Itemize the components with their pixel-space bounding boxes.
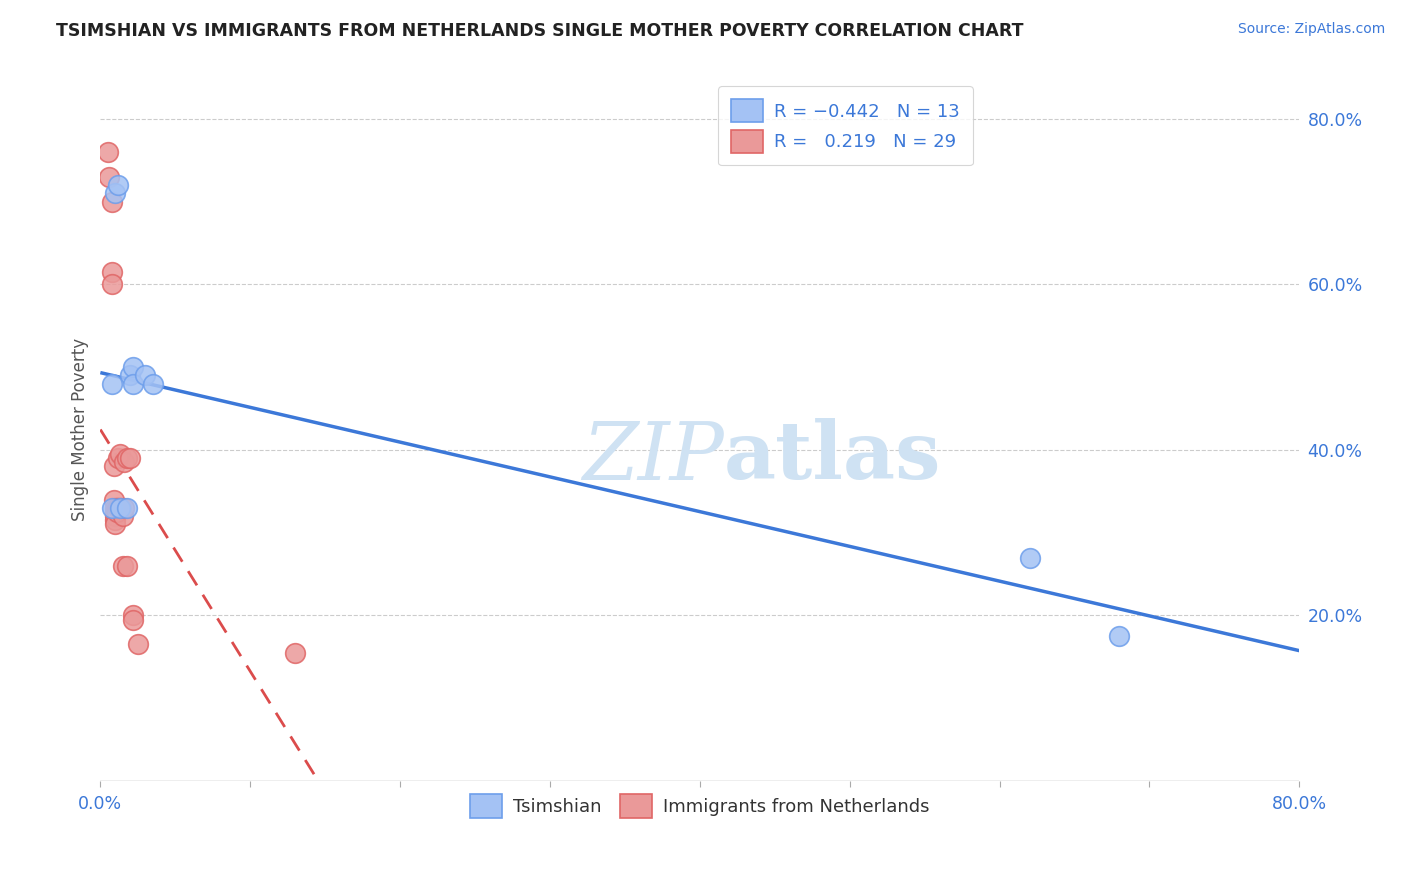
Point bbox=[98, 169, 121, 184]
Point bbox=[284, 646, 307, 660]
Point bbox=[117, 558, 139, 573]
Point bbox=[108, 447, 131, 461]
Point bbox=[104, 500, 127, 515]
Point bbox=[97, 145, 120, 159]
Point bbox=[117, 500, 139, 515]
Point bbox=[134, 368, 156, 383]
Point bbox=[112, 455, 135, 469]
Y-axis label: Single Mother Poverty: Single Mother Poverty bbox=[72, 338, 89, 521]
Text: TSIMSHIAN VS IMMIGRANTS FROM NETHERLANDS SINGLE MOTHER POVERTY CORRELATION CHART: TSIMSHIAN VS IMMIGRANTS FROM NETHERLANDS… bbox=[56, 22, 1024, 40]
Point bbox=[107, 178, 129, 192]
Point bbox=[101, 194, 124, 209]
Point bbox=[103, 492, 125, 507]
Point bbox=[105, 500, 128, 515]
Point bbox=[111, 509, 134, 524]
Point bbox=[122, 608, 145, 623]
Point bbox=[101, 265, 124, 279]
Point bbox=[104, 513, 127, 527]
Point bbox=[101, 500, 124, 515]
Point bbox=[103, 459, 125, 474]
Point bbox=[122, 613, 145, 627]
Point bbox=[122, 360, 145, 375]
Point bbox=[142, 376, 165, 391]
Point bbox=[112, 500, 135, 515]
Point bbox=[104, 505, 127, 519]
Point bbox=[101, 277, 124, 292]
Point bbox=[1018, 550, 1040, 565]
Point bbox=[104, 517, 127, 532]
Point bbox=[120, 451, 142, 466]
Point bbox=[104, 186, 127, 201]
Legend: Tsimshian, Immigrants from Netherlands: Tsimshian, Immigrants from Netherlands bbox=[463, 787, 936, 825]
Point bbox=[110, 500, 132, 515]
Point bbox=[107, 451, 129, 466]
Point bbox=[104, 509, 127, 524]
Point bbox=[1108, 629, 1130, 643]
Text: atlas: atlas bbox=[724, 418, 941, 496]
Point bbox=[101, 376, 124, 391]
Point bbox=[105, 505, 128, 519]
Point bbox=[127, 637, 149, 651]
Text: Source: ZipAtlas.com: Source: ZipAtlas.com bbox=[1237, 22, 1385, 37]
Point bbox=[117, 451, 139, 466]
Point bbox=[107, 500, 129, 515]
Point bbox=[111, 558, 134, 573]
Point bbox=[120, 368, 142, 383]
Text: ZIP: ZIP bbox=[582, 418, 724, 496]
Point bbox=[122, 376, 145, 391]
Point bbox=[108, 500, 131, 515]
